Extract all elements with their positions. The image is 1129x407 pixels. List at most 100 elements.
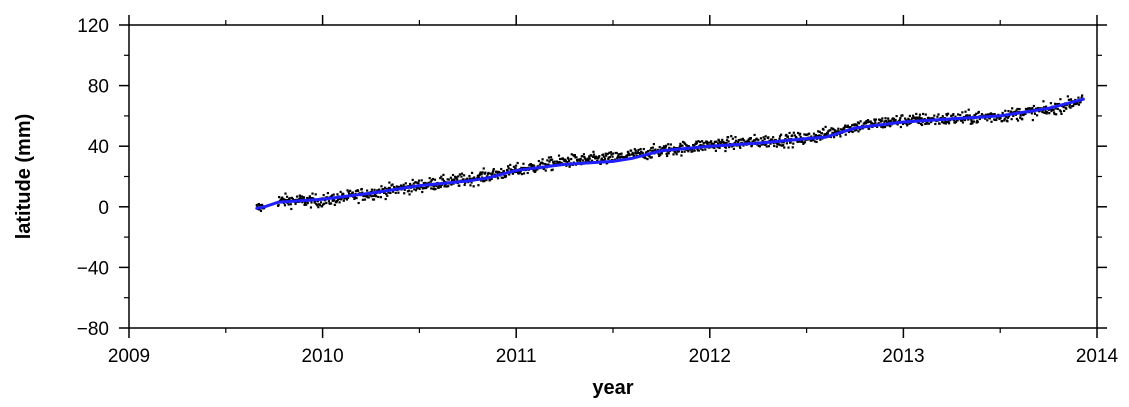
data-point — [818, 130, 821, 133]
data-point — [1019, 116, 1022, 119]
data-point — [283, 198, 286, 201]
data-point — [552, 161, 555, 164]
data-point — [521, 166, 524, 170]
data-point — [289, 203, 292, 206]
data-point — [652, 149, 655, 152]
data-point — [687, 145, 690, 148]
data-point — [443, 183, 447, 187]
data-point — [859, 120, 862, 123]
data-point — [636, 151, 640, 154]
data-point — [976, 119, 979, 122]
data-point — [1069, 106, 1072, 109]
data-point — [822, 128, 825, 131]
data-point — [514, 164, 518, 167]
data-point — [812, 132, 816, 135]
data-point — [707, 141, 710, 144]
data-point — [564, 160, 567, 163]
data-point — [995, 118, 998, 121]
data-point — [730, 135, 733, 138]
data-point — [558, 157, 562, 161]
data-point — [918, 116, 921, 119]
data-point — [417, 179, 421, 182]
data-point — [420, 179, 423, 182]
data-point — [411, 178, 414, 182]
data-point — [519, 171, 522, 174]
data-point — [346, 189, 349, 192]
data-point — [534, 170, 537, 173]
data-point — [417, 182, 420, 185]
data-point — [372, 198, 376, 201]
data-point — [412, 182, 415, 185]
data-point — [495, 170, 498, 173]
data-point — [826, 132, 829, 135]
data-point — [761, 143, 765, 146]
data-point — [760, 143, 763, 146]
data-point — [382, 187, 385, 191]
data-point — [1016, 107, 1019, 111]
data-point — [615, 151, 618, 155]
data-point — [908, 114, 911, 118]
data-point — [299, 196, 302, 199]
data-point — [514, 167, 517, 170]
data-point — [396, 185, 399, 188]
data-point — [536, 168, 539, 171]
data-point — [327, 200, 331, 203]
data-point — [988, 117, 992, 120]
data-point — [641, 151, 644, 155]
data-point — [847, 125, 850, 129]
data-point — [478, 174, 481, 177]
data-point — [428, 177, 431, 180]
data-point — [483, 172, 486, 175]
data-point — [723, 141, 726, 144]
data-point — [418, 187, 421, 191]
data-point — [373, 188, 376, 191]
data-point — [728, 146, 731, 149]
data-point — [309, 197, 312, 200]
data-point — [778, 135, 782, 138]
data-point — [684, 142, 687, 145]
data-point — [917, 121, 920, 125]
data-point — [298, 197, 301, 201]
data-point — [672, 153, 675, 156]
data-point — [1042, 106, 1046, 109]
data-point — [731, 137, 734, 140]
data-point — [1010, 110, 1013, 113]
data-point — [366, 194, 369, 197]
data-point — [1010, 118, 1013, 121]
data-point — [606, 152, 609, 155]
data-point — [361, 198, 364, 201]
data-point — [706, 142, 709, 145]
data-point — [501, 176, 504, 179]
data-point — [1019, 114, 1022, 117]
data-point — [803, 133, 806, 136]
data-point — [954, 115, 957, 118]
data-point — [788, 131, 791, 135]
data-point — [587, 159, 590, 162]
data-point — [936, 115, 939, 118]
data-point — [516, 170, 519, 173]
data-point — [473, 176, 476, 179]
data-point — [815, 140, 818, 144]
data-point — [993, 113, 996, 116]
data-point — [1068, 105, 1071, 108]
data-point — [516, 161, 519, 165]
data-point — [431, 177, 434, 181]
data-point — [592, 153, 596, 156]
data-point — [964, 110, 967, 113]
data-point — [741, 137, 745, 140]
data-point — [767, 136, 770, 139]
data-point — [945, 114, 949, 117]
data-point — [491, 171, 494, 174]
data-point — [1037, 106, 1040, 110]
data-point — [880, 125, 883, 128]
data-point — [512, 165, 516, 168]
data-point — [923, 117, 926, 121]
data-point — [778, 137, 781, 140]
data-point — [715, 140, 718, 143]
data-point — [738, 145, 741, 148]
data-point — [943, 122, 946, 125]
data-point — [879, 118, 882, 122]
data-point — [683, 150, 686, 153]
data-point — [874, 118, 878, 121]
data-point — [281, 196, 284, 199]
